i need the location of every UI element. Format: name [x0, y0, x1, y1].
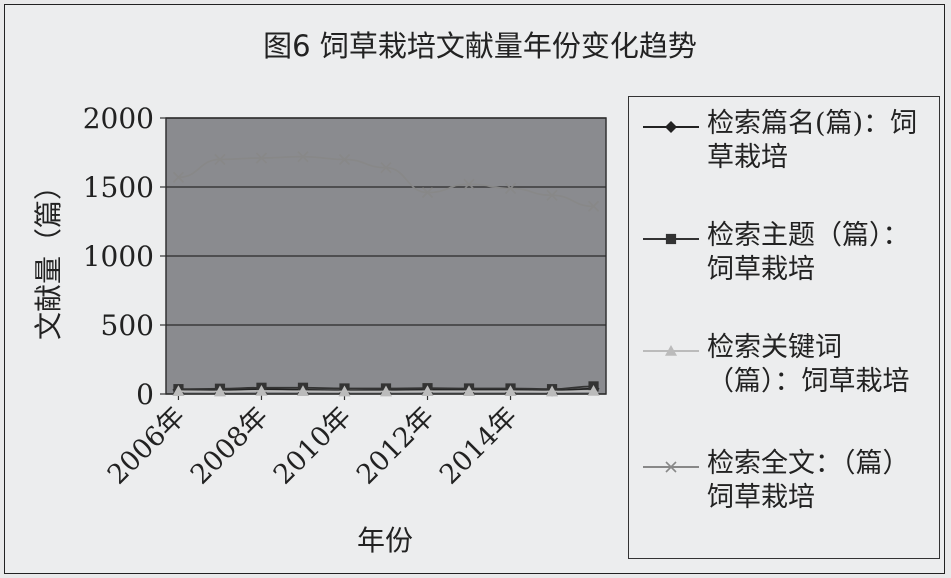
chart-title: 图6 饲草栽培文献量年份变化趋势: [263, 29, 697, 63]
y-tick-label: 1000: [83, 240, 154, 273]
legend-marker-icon: [643, 461, 699, 473]
x-tick-label: 2006年: [102, 401, 192, 491]
legend-symbol: [665, 461, 677, 473]
data-point: [504, 182, 517, 194]
data-point: [546, 189, 558, 201]
legend-label: 检索全文：（篇）饲草栽培: [707, 448, 910, 513]
data-point: [214, 153, 226, 165]
data-point: [587, 200, 600, 212]
x-tick-label: 2010年: [268, 401, 358, 491]
data-point: [421, 385, 434, 397]
legend-symbol: [665, 121, 677, 133]
data-point: [255, 152, 268, 164]
x-tick-label: 2008年: [185, 401, 275, 491]
x-axis-label: 年份: [357, 524, 413, 557]
series-3: [172, 384, 600, 397]
series-4: [172, 151, 600, 212]
data-point: [296, 385, 309, 397]
y-tick-label: 2000: [83, 102, 154, 135]
legend: 检索篇名(篇)：饲草栽培 检索主题（篇）：饲草栽培 检索关键词（篇）：饲草栽培 检索全…: [628, 96, 940, 559]
data-point: [213, 385, 226, 397]
y-tick-label: 1500: [83, 171, 154, 204]
data-point: [172, 385, 185, 397]
data-point: [421, 186, 434, 199]
data-point: [338, 153, 351, 165]
data-point: [255, 384, 268, 396]
legend-label: 检索主题（篇）：饲草栽培: [707, 220, 910, 285]
legend-symbol: [665, 345, 677, 356]
data-point: [463, 385, 476, 397]
grid-lines: [166, 117, 606, 395]
data-point: [380, 162, 392, 174]
legend-symbol: [665, 233, 677, 245]
data-point: [338, 385, 351, 397]
x-tick-label: 2012年: [351, 401, 441, 491]
data-point: [380, 385, 392, 397]
legend-marker-icon: [643, 233, 699, 245]
y-axis-ticks: 0 500 1000 1500 2000: [83, 102, 166, 411]
legend-label: 检索关键词（篇）：饲草栽培: [707, 332, 910, 397]
y-axis-label: 文献量（篇）: [32, 172, 65, 340]
legend-marker-icon: [643, 345, 699, 356]
y-tick-label: 500: [101, 309, 154, 342]
legend-label: 检索篇名(篇)：饲草栽培: [707, 108, 918, 173]
data-point: [587, 384, 600, 396]
x-tick-label: 2014年: [434, 401, 524, 491]
data-point: [504, 385, 517, 397]
data-point: [172, 171, 185, 183]
data-point: [463, 178, 475, 190]
data-point: [297, 151, 309, 163]
legend-marker-icon: [643, 121, 699, 133]
y-tick-label: 0: [136, 378, 154, 411]
data-point: [546, 385, 559, 397]
series-layer: [172, 151, 600, 397]
